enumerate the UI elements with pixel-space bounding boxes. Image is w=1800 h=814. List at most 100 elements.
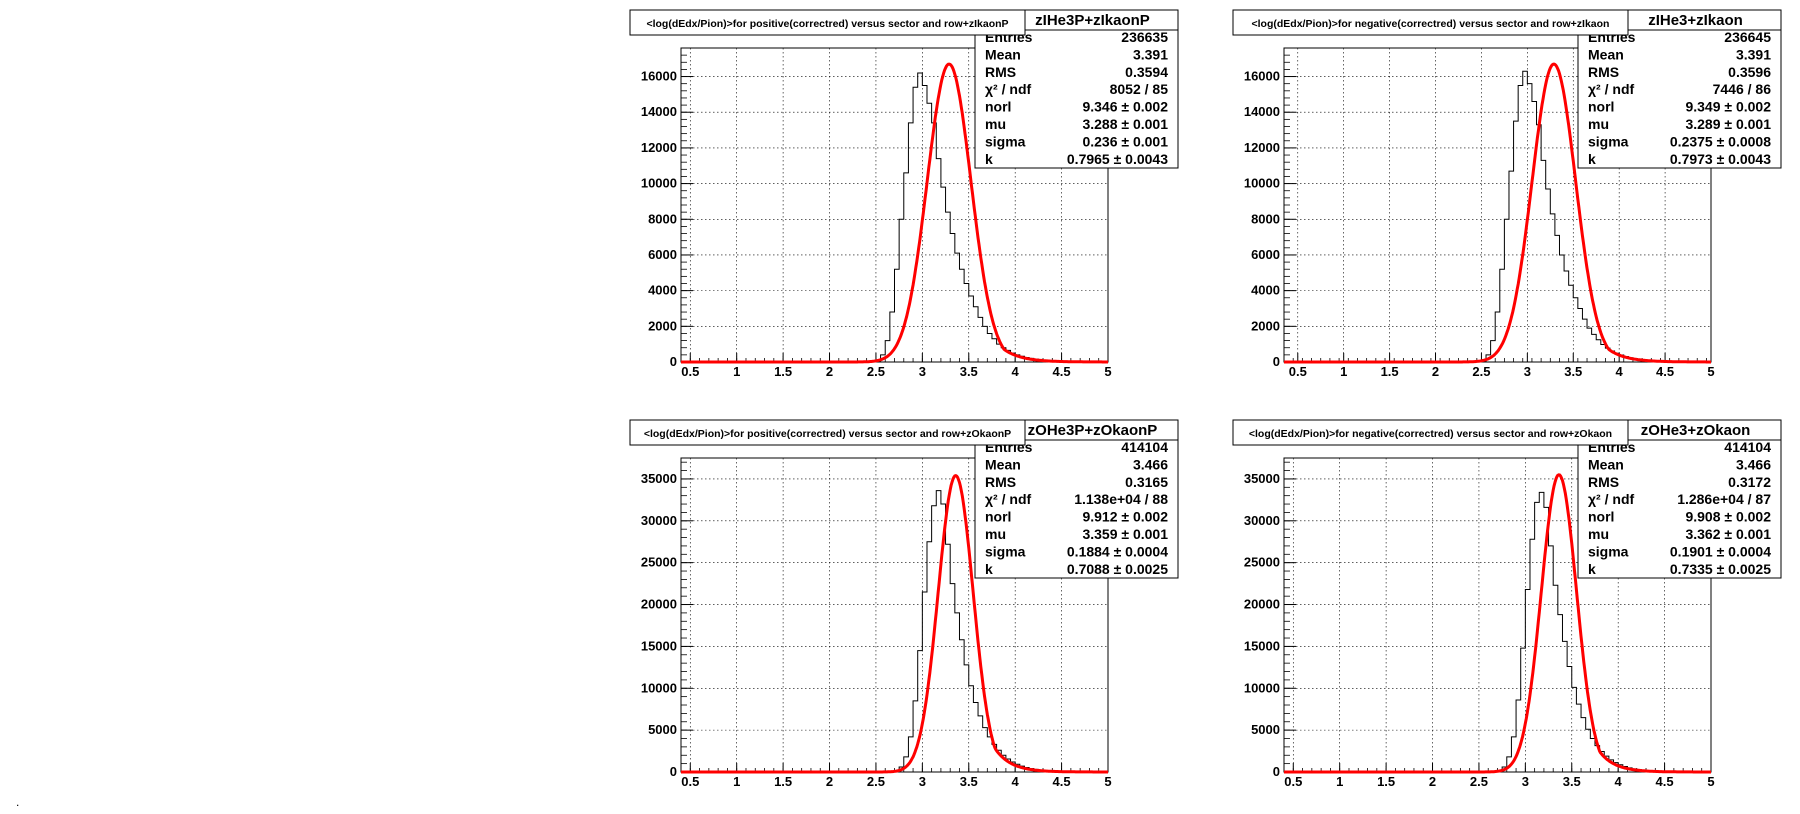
y-tick-label: 8000: [648, 211, 677, 226]
x-tick-label: 4.5: [1656, 774, 1674, 789]
stats-label: RMS: [985, 64, 1016, 80]
x-tick-label: 1: [1340, 364, 1347, 379]
chart-panel-1: 0.5 1 1.5 2 2.5 3 3.5 4 4.5 5 0 2000 4000 6000 8000 100…: [629, 9, 1179, 379]
x-tick-label: 0.5: [681, 774, 699, 789]
y-tick-label: 12000: [1244, 140, 1280, 155]
stats-value: 0.7335 ± 0.0025: [1670, 561, 1771, 577]
stats-value: 3.466: [1736, 456, 1771, 472]
chart-title: <log(dEdx/Pion)>for negative(correctred)…: [1252, 18, 1610, 30]
stats-label: χ² / ndf: [985, 491, 1031, 507]
x-tick-label: 2.5: [867, 774, 885, 789]
stats-value: 1.138e+04 / 88: [1074, 491, 1168, 507]
y-tick-label: 30000: [1244, 513, 1280, 528]
title-box: [1232, 9, 1629, 36]
y-tick-label: 16000: [1244, 69, 1280, 84]
stats-value: 0.7965 ± 0.0043: [1067, 151, 1168, 167]
y-tick-label: 6000: [648, 247, 677, 262]
stats-box-name: zOHe3P+zOkaonP: [1028, 422, 1158, 439]
y-tick-label: 12000: [641, 140, 677, 155]
chart-title: <log(dEdx/Pion)>for positive(correctred)…: [644, 428, 1011, 440]
x-tick-label: 2.5: [1470, 774, 1488, 789]
chart-panel-2: 0.5 1 1.5 2 2.5 3 3.5 4 4.5 5 0 2000 4000 6000 8000 100…: [1232, 9, 1782, 379]
fit-curve: [681, 62, 1108, 364]
stats-value: 9.349 ± 0.002: [1685, 99, 1771, 115]
y-tick-label: 0: [670, 354, 677, 369]
stats-label: sigma: [1588, 133, 1629, 149]
stats-box-name: zIHe3P+zIkaonP: [1035, 12, 1150, 29]
y-tick-label: 30000: [641, 513, 677, 528]
stats-label: norl: [985, 509, 1011, 525]
x-tick-label: 2.5: [1472, 364, 1490, 379]
stats-value: 3.289 ± 0.001: [1685, 116, 1771, 132]
stats-value: 236635: [1121, 29, 1168, 45]
stats-value: 9.912 ± 0.002: [1082, 509, 1168, 525]
stats-label: k: [1588, 151, 1596, 167]
chart-title: <log(dEdx/Pion)>for negative(correctred)…: [1249, 428, 1612, 440]
stats-value: 3.359 ± 0.001: [1082, 526, 1168, 542]
stats-value: 3.391: [1133, 46, 1168, 62]
stats-value: 0.3172: [1728, 474, 1771, 490]
x-tick-label: 1.5: [1381, 364, 1399, 379]
x-tick-label: 2: [1429, 774, 1436, 789]
stats-box-name: zIHe3+zIkaon: [1648, 12, 1743, 29]
stats-label: Mean: [1588, 456, 1624, 472]
x-tick-label: 0.5: [1289, 364, 1307, 379]
stats-value: 9.346 ± 0.002: [1082, 99, 1168, 115]
x-tick-label: 5: [1104, 364, 1111, 379]
x-tick-label: 1: [733, 364, 740, 379]
stats-label: Mean: [1588, 46, 1624, 62]
stats-label: RMS: [985, 474, 1016, 490]
y-tick-label: 14000: [1244, 104, 1280, 119]
stats-label: sigma: [985, 133, 1026, 149]
stats-box-name: zOHe3+zOkaon: [1641, 422, 1751, 439]
y-tick-label: 0: [1273, 354, 1280, 369]
title-box: [1232, 419, 1629, 446]
stats-value: 0.1901 ± 0.0004: [1670, 543, 1771, 559]
x-tick-label: 2: [826, 364, 833, 379]
x-tick-label: 1.5: [774, 774, 792, 789]
stats-value: 1.286e+04 / 87: [1677, 491, 1771, 507]
stats-label: sigma: [1588, 543, 1629, 559]
title-box: [629, 419, 1026, 446]
stats-label: χ² / ndf: [985, 81, 1031, 97]
stats-value: 8052 / 85: [1110, 81, 1169, 97]
y-tick-label: 0: [670, 764, 677, 779]
y-tick-label: 2000: [648, 318, 677, 333]
chart-panel-4: 0.5 1 1.5 2 2.5 3 3.5 4 4.5 5 0 5000 10000 15000 20000…: [1232, 419, 1782, 789]
x-tick-label: 1: [1336, 774, 1343, 789]
stats-value: 3.362 ± 0.001: [1685, 526, 1771, 542]
stats-value: 0.3594: [1125, 64, 1168, 80]
stats-label: RMS: [1588, 474, 1619, 490]
x-tick-label: 1.5: [1377, 774, 1395, 789]
stats-value: 0.3596: [1728, 64, 1771, 80]
x-tick-label: 3.5: [1563, 774, 1581, 789]
x-tick-label: 2: [1432, 364, 1439, 379]
y-tick-label: 0: [1273, 764, 1280, 779]
y-tick-label: 10000: [641, 680, 677, 695]
x-tick-label: 4.5: [1656, 364, 1674, 379]
x-tick-label: 3: [1524, 364, 1531, 379]
x-tick-label: 2.5: [867, 364, 885, 379]
y-tick-label: 16000: [641, 69, 677, 84]
stats-label: mu: [1588, 526, 1609, 542]
stats-value: 0.7973 ± 0.0043: [1670, 151, 1771, 167]
x-tick-label: 5: [1707, 774, 1714, 789]
y-tick-label: 5000: [648, 722, 677, 737]
y-tick-label: 25000: [641, 555, 677, 570]
fit-curve: [1284, 62, 1711, 364]
y-tick-label: 10000: [641, 176, 677, 191]
stats-label: k: [985, 561, 993, 577]
chart-title: <log(dEdx/Pion)>for positive(correctred)…: [646, 18, 1008, 30]
stray-mark: .: [16, 795, 20, 809]
y-tick-label: 4000: [648, 283, 677, 298]
stats-value: 0.3165: [1125, 474, 1168, 490]
stats-label: RMS: [1588, 64, 1619, 80]
y-tick-label: 20000: [1244, 597, 1280, 612]
x-tick-label: 1.5: [774, 364, 792, 379]
x-tick-label: 5: [1707, 364, 1714, 379]
title-box: [629, 9, 1026, 36]
stats-label: norl: [1588, 99, 1614, 115]
stats-label: k: [1588, 561, 1596, 577]
fit-curve: [681, 473, 1108, 774]
